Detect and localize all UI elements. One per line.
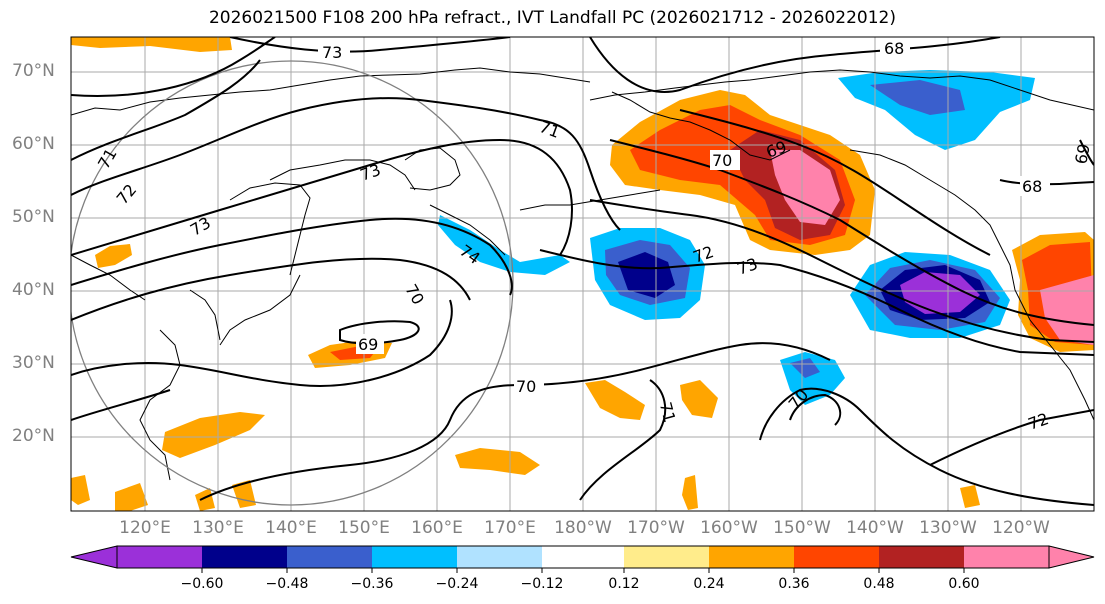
colorbar-tick-label: 0.36 [778, 576, 810, 592]
region-circle [71, 60, 514, 506]
contour-label: 71 [94, 145, 121, 172]
shade-patch-4 [585, 380, 645, 420]
shade-patch-5 [680, 380, 718, 418]
contour-label: 73 [322, 43, 342, 62]
lat-label-30n: 30°N [12, 353, 55, 373]
colorbar-extend-high [1048, 545, 1095, 569]
lon-label: 120°W [992, 518, 1050, 538]
lat-label-60n: 60°N [12, 134, 55, 154]
lon-label: 150°E [338, 518, 390, 538]
shade-ca-pink [1040, 275, 1094, 345]
shade-patch-6 [455, 448, 540, 475]
contour-label: 68 [884, 39, 904, 58]
lon-label: 130°W [919, 518, 977, 538]
gridlines [71, 37, 1094, 511]
shade-patch-3 [162, 412, 265, 458]
contour-label: 73 [735, 254, 761, 279]
lon-label: 140°W [846, 518, 904, 538]
coastlines [71, 67, 1094, 481]
colorbar-tick-label: −0.48 [265, 576, 309, 592]
shade-patch-8 [115, 483, 148, 511]
colorbar-tick-label: −0.36 [350, 576, 394, 592]
lat-label-50n: 50°N [12, 207, 55, 227]
map-title: 2026021500 F108 200 hPa refract., IVT La… [208, 8, 896, 28]
contour-label: 70 [516, 377, 536, 396]
lon-label: 130°E [192, 518, 244, 538]
lon-label: 170°E [484, 518, 536, 538]
contour-label: 73 [187, 213, 214, 240]
colorbar-tick-label: 0.12 [608, 576, 640, 592]
shade-top-left [71, 37, 232, 52]
contour-label: 70 [712, 151, 732, 170]
colorbar-tick-label: 0.60 [948, 576, 980, 592]
colorbar-extend-low [70, 545, 118, 569]
lon-label: 160°W [700, 518, 758, 538]
colorbar-tick-label: −0.24 [435, 576, 479, 592]
contour-label: 69 [1071, 142, 1093, 165]
shade-ne-medblue [870, 80, 965, 115]
lon-label: 150°W [773, 518, 831, 538]
contour-label: 71 [656, 400, 680, 425]
contour-label: 73 [358, 160, 384, 185]
lat-label-40n: 40°N [12, 280, 55, 300]
lon-label: 160°E [411, 518, 463, 538]
shade-hawaii-medblue [790, 358, 820, 378]
contour-label: 69 [358, 335, 378, 354]
contour-label: 72 [113, 180, 141, 208]
lat-label-20n: 20°N [12, 426, 55, 446]
colorbar-tick-label: −0.12 [520, 576, 564, 592]
map-frame [70, 36, 1095, 512]
shade-patch-9 [195, 488, 215, 511]
shade-kuril-blue [438, 215, 570, 275]
lon-label: 170°W [627, 518, 685, 538]
shade-patch-1 [95, 244, 132, 268]
lon-label: 140°E [265, 518, 317, 538]
contour-label: 72 [1026, 409, 1052, 434]
lat-label-70n: 70°N [12, 61, 55, 81]
colorbar-tick-label: 0.48 [863, 576, 895, 592]
shade-patch-11 [682, 475, 698, 510]
shade-east-purple [900, 272, 980, 314]
lon-label: 180°W [554, 518, 612, 538]
lon-label: 120°E [119, 518, 171, 538]
colorbar-tick-label: −0.60 [180, 576, 224, 592]
shade-alaska-pink [770, 150, 840, 225]
colorbar [70, 545, 1095, 573]
shade-patch-7 [71, 475, 90, 505]
shaded-regions [71, 37, 1094, 511]
contour-label: 70 [401, 281, 428, 308]
contour-label: 68 [1022, 177, 1042, 196]
shade-patch-12 [960, 485, 980, 508]
colorbar-tick-label: 0.24 [693, 576, 725, 592]
shade-mid-navy [618, 252, 675, 298]
